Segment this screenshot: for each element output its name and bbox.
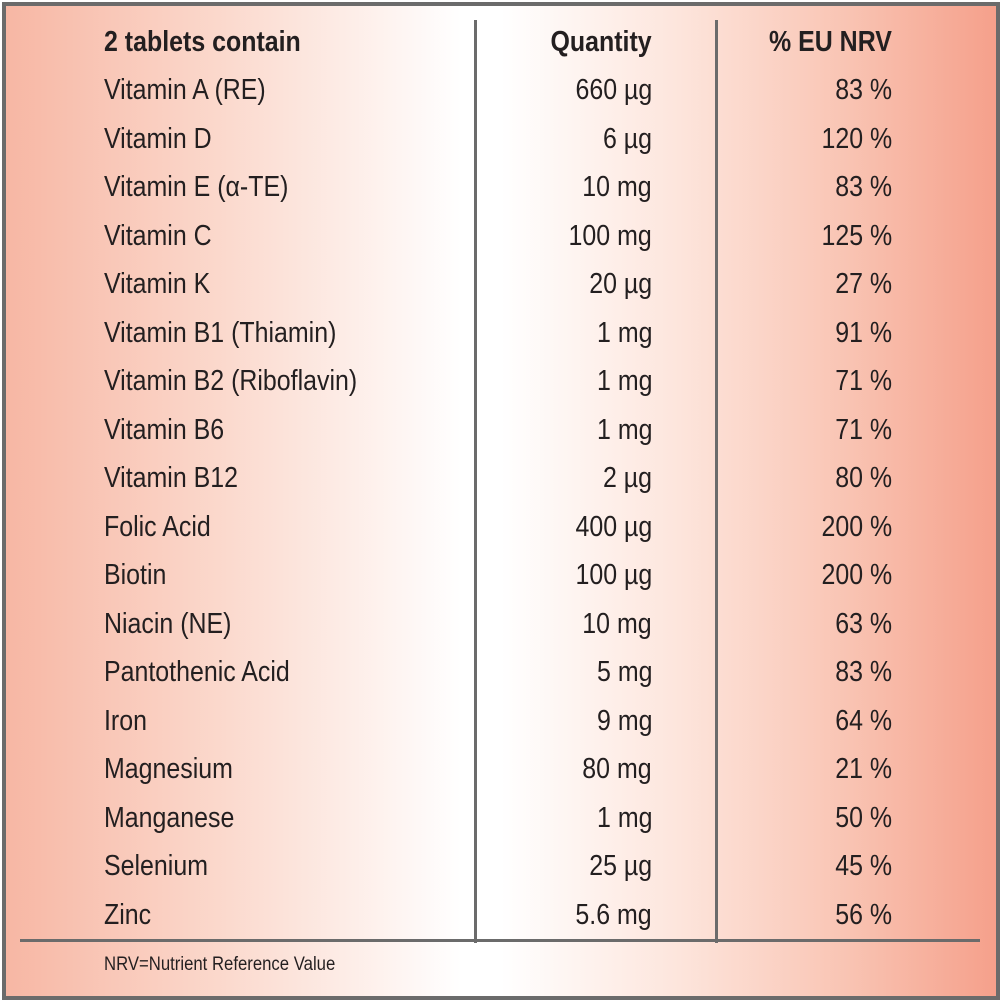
nutrient-name: Vitamin D	[104, 122, 212, 155]
table-row: Biotin 100 µg 200 %	[6, 551, 996, 599]
nrv-percent: 200 %	[821, 559, 892, 591]
nrv-percent: 71 %	[835, 365, 892, 397]
nutrient-name: Magnesium	[104, 753, 233, 785]
quantity-value: 2 µg	[602, 462, 652, 494]
quantity-value: 25 µg	[589, 850, 652, 882]
table-row: Folic Acid 400 µg 200 %	[6, 503, 996, 551]
quantity-value: 400 µg	[575, 510, 652, 543]
quantity-value: 1 mg	[596, 801, 652, 834]
table-row: Vitamin C 100 mg 125 %	[6, 212, 996, 260]
nrv-percent: 83 %	[835, 656, 892, 688]
nutrient-name: Selenium	[104, 850, 208, 882]
nrv-percent: 71 %	[835, 413, 892, 446]
nrv-percent: 80 %	[835, 462, 892, 494]
column-divider	[715, 20, 718, 943]
nrv-percent: 64 %	[835, 704, 892, 737]
nrv-percent: 200 %	[821, 510, 892, 543]
table-row: Selenium 25 µg 45 %	[6, 842, 996, 890]
nrv-percent: 91 %	[835, 316, 892, 349]
nrv-percent: 50 %	[835, 801, 892, 834]
column-divider	[474, 20, 477, 943]
nutrient-name: Pantothenic Acid	[104, 656, 290, 688]
nutrient-name: Vitamin B1 (Thiamin)	[104, 316, 337, 349]
table-row: Vitamin B2 (Riboflavin) 1 mg 71 %	[6, 357, 996, 405]
nrv-percent: 45 %	[835, 850, 892, 882]
quantity-value: 10 mg	[582, 607, 652, 640]
quantity-value: 6 µg	[602, 122, 652, 155]
table-row: Vitamin B1 (Thiamin) 1 mg 91 %	[6, 309, 996, 357]
nrv-percent: 21 %	[835, 753, 892, 785]
table-row: Vitamin E (α-TE) 10 mg 83 %	[6, 163, 996, 211]
nutrient-name: Manganese	[104, 801, 235, 834]
nutrient-name: Vitamin B6	[104, 413, 225, 446]
header-quantity: Quantity	[550, 26, 652, 58]
quantity-value: 660 µg	[575, 74, 652, 106]
nrv-percent: 83 %	[835, 171, 892, 203]
table-row: Iron 9 mg 64 %	[6, 697, 996, 745]
nrv-percent: 120 %	[821, 122, 892, 155]
nrv-percent: 83 %	[835, 74, 892, 106]
table-header-row: 2 tablets contain Quantity % EU NRV	[6, 18, 996, 66]
nutrient-name: Vitamin C	[104, 219, 212, 252]
quantity-value: 9 mg	[596, 704, 652, 737]
nutrient-name: Iron	[104, 704, 147, 737]
table-row: Vitamin K 20 µg 27 %	[6, 260, 996, 308]
table-row: Vitamin A (RE) 660 µg 83 %	[6, 66, 996, 114]
quantity-value: 5.6 mg	[575, 898, 652, 931]
nrv-percent: 125 %	[821, 219, 892, 252]
table-row: Vitamin D 6 µg 120 %	[6, 115, 996, 163]
nutrient-name: Vitamin K	[104, 268, 211, 300]
quantity-value: 100 µg	[575, 559, 652, 591]
table-bottom-rule	[20, 939, 980, 942]
quantity-value: 1 mg	[596, 413, 652, 446]
footnote: NRV=Nutrient Reference Value	[104, 954, 336, 975]
table-row: Vitamin B6 1 mg 71 %	[6, 406, 996, 454]
nrv-percent: 63 %	[835, 607, 892, 640]
quantity-value: 1 mg	[596, 365, 652, 397]
table-row: Zinc 5.6 mg 56 %	[6, 891, 996, 939]
table-row: Magnesium 80 mg 21 %	[6, 745, 996, 793]
header-nrv: % EU NRV	[769, 26, 892, 58]
table-row: Pantothenic Acid 5 mg 83 %	[6, 648, 996, 696]
nutrient-name: Vitamin B12	[104, 462, 239, 494]
nutrient-name: Folic Acid	[104, 510, 211, 543]
nutrient-name: Vitamin B2 (Riboflavin)	[104, 365, 358, 397]
nutrient-name: Zinc	[104, 898, 152, 931]
quantity-value: 80 mg	[582, 753, 652, 785]
nutrient-name: Vitamin E (α-TE)	[104, 171, 289, 203]
nutrient-name: Biotin	[104, 559, 167, 591]
quantity-value: 5 mg	[596, 656, 652, 688]
table-row: Niacin (NE) 10 mg 63 %	[6, 600, 996, 648]
quantity-value: 10 mg	[582, 171, 652, 203]
quantity-value: 100 mg	[568, 219, 652, 252]
quantity-value: 1 mg	[596, 316, 652, 349]
table-row: Manganese 1 mg 50 %	[6, 794, 996, 842]
quantity-value: 20 µg	[589, 268, 652, 300]
nrv-percent: 56 %	[835, 898, 892, 931]
nutrient-name: Vitamin A (RE)	[104, 74, 266, 106]
table-row: Vitamin B12 2 µg 80 %	[6, 454, 996, 502]
nutrient-name: Niacin (NE)	[104, 607, 232, 640]
header-nutrient: 2 tablets contain	[104, 26, 301, 58]
nrv-percent: 27 %	[835, 268, 892, 300]
